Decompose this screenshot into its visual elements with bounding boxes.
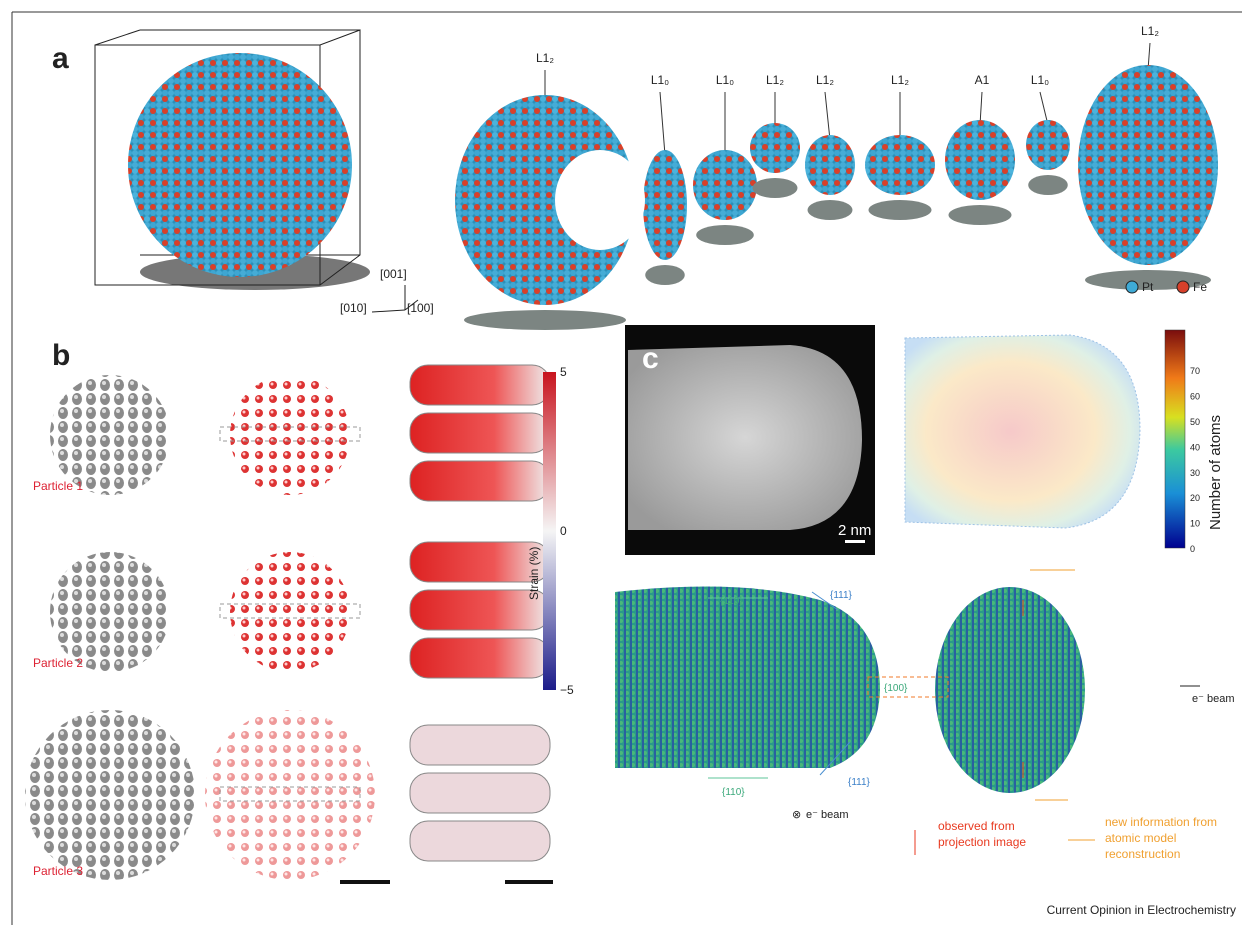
- figure: L1₂ L1₀ L1₀ L1₂ L1₂ L1₂ A1 L1₀ L1₂ a [001] [010]…: [0, 0, 1242, 925]
- atom-map: [230, 375, 350, 495]
- fragment-gap: [555, 150, 645, 250]
- atom-count-map: [905, 335, 1140, 528]
- leader-line: [660, 92, 665, 155]
- fragment: [693, 150, 757, 220]
- fragment: [1026, 120, 1070, 170]
- model-end: [935, 587, 1085, 793]
- facet-label: {111}: [848, 777, 871, 788]
- fragment: [1078, 65, 1218, 265]
- phase-label: L1₂: [1141, 24, 1159, 38]
- fragment-shadow: [696, 225, 754, 245]
- colorbar-tick: 5: [560, 365, 567, 379]
- particle-label: Particle 1: [33, 479, 83, 493]
- strain-slab: [410, 725, 550, 765]
- axis-arrow: [372, 310, 405, 312]
- strain-slab: [410, 773, 550, 813]
- particle-label: Particle 3: [33, 864, 83, 878]
- colorbar-tick: 70: [1190, 366, 1200, 376]
- legend-text: projection image: [938, 835, 1026, 849]
- scale-bar: [845, 540, 865, 543]
- panel-label: c: [642, 342, 659, 375]
- particle-label: Particle 2: [33, 656, 83, 670]
- fragment: [750, 123, 800, 173]
- panel-label: a: [52, 42, 69, 75]
- strain-slab: [410, 413, 550, 453]
- colorbar-tick: 20: [1190, 493, 1200, 503]
- phase-label: L1₂: [891, 73, 909, 87]
- phase-label: L1₂: [536, 51, 554, 65]
- panel-label: b: [52, 339, 70, 372]
- density-map: [50, 552, 170, 672]
- panel-a: L1₂ L1₀ L1₀ L1₂ L1₂ L1₂ A1 L1₀ L1₂: [95, 24, 1218, 330]
- colorbar-tick: −5: [560, 683, 574, 697]
- facet-label: {100}: [884, 683, 908, 694]
- colorbar-tick: 30: [1190, 468, 1200, 478]
- phase-label: L1₀: [716, 73, 734, 87]
- fragment-shadow: [1028, 175, 1068, 195]
- fragment: [945, 120, 1015, 200]
- axis-label: [100]: [407, 301, 434, 315]
- fragment: [643, 150, 687, 260]
- facet-label: {110}: [720, 596, 743, 607]
- density-map: [50, 375, 170, 495]
- footer: Current Opinion in Electrochemistry: [1047, 903, 1236, 917]
- fragment: [865, 135, 935, 195]
- strain-slab: [410, 638, 550, 678]
- fragment-shadow: [949, 205, 1012, 225]
- scale-bar: [505, 880, 553, 884]
- box: [95, 30, 140, 45]
- colorbar-title: Strain (%): [527, 547, 541, 600]
- beam-label: e⁻ beam: [806, 809, 849, 821]
- phase-label: L1₂: [816, 73, 834, 87]
- stem-particle: [628, 345, 862, 530]
- phase-label: L1₀: [651, 73, 669, 87]
- legend-text: atomic model: [1105, 831, 1176, 845]
- fragment: [805, 135, 855, 195]
- axis-label: [010]: [340, 301, 367, 315]
- legend-text: new information from: [1105, 815, 1217, 829]
- fragment-shadow: [464, 310, 626, 330]
- strain-colorbar: [543, 372, 556, 690]
- axis-label: [001]: [380, 267, 407, 281]
- phase-label: A1: [975, 73, 990, 87]
- legend-text: observed from: [938, 819, 1015, 833]
- legend-swatch: [1177, 281, 1189, 293]
- strain-slab: [410, 365, 550, 405]
- strain-slab: [410, 821, 550, 861]
- colorbar-tick: 0: [1190, 544, 1195, 554]
- atom-map: [205, 710, 375, 880]
- strain-slab: [410, 461, 550, 501]
- nanoparticle: [128, 53, 352, 277]
- fragment-shadow: [869, 200, 932, 220]
- atom-map: [230, 552, 350, 672]
- fragment-shadow: [808, 200, 853, 220]
- legend-label: Fe: [1193, 280, 1207, 294]
- phase-label: L1₀: [1031, 73, 1049, 87]
- density-map: [25, 710, 195, 880]
- colorbar-tick: 0: [560, 524, 567, 538]
- legend-swatch: [1126, 281, 1138, 293]
- scale-bar: [340, 880, 390, 884]
- leader-line: [825, 92, 830, 140]
- colorbar-tick: 60: [1190, 392, 1200, 402]
- colorbar-tick: 40: [1190, 442, 1200, 452]
- page: L1₂ L1₀ L1₀ L1₂ L1₂ L1₂ A1 L1₀ L1₂ a [001] [010]…: [0, 0, 1242, 925]
- facet-label: {110}: [722, 787, 745, 798]
- colorbar-tick: 10: [1190, 519, 1200, 529]
- legend-text: reconstruction: [1105, 847, 1180, 861]
- scale-bar-label: 2 nm: [838, 522, 871, 539]
- colorbar-tick: 50: [1190, 417, 1200, 427]
- legend-label: Pt: [1142, 280, 1154, 294]
- fragment-shadow: [753, 178, 798, 198]
- beam-label: e⁻ beam: [1192, 693, 1235, 705]
- fragment-shadow: [645, 265, 685, 285]
- atom-colorbar: [1165, 330, 1185, 548]
- colorbar-title: Number of atoms: [1207, 415, 1224, 530]
- facet-label: {111}: [830, 590, 853, 601]
- beam-label: ⊗: [792, 809, 801, 821]
- phase-label: L1₂: [766, 73, 784, 87]
- model-side: [615, 587, 880, 768]
